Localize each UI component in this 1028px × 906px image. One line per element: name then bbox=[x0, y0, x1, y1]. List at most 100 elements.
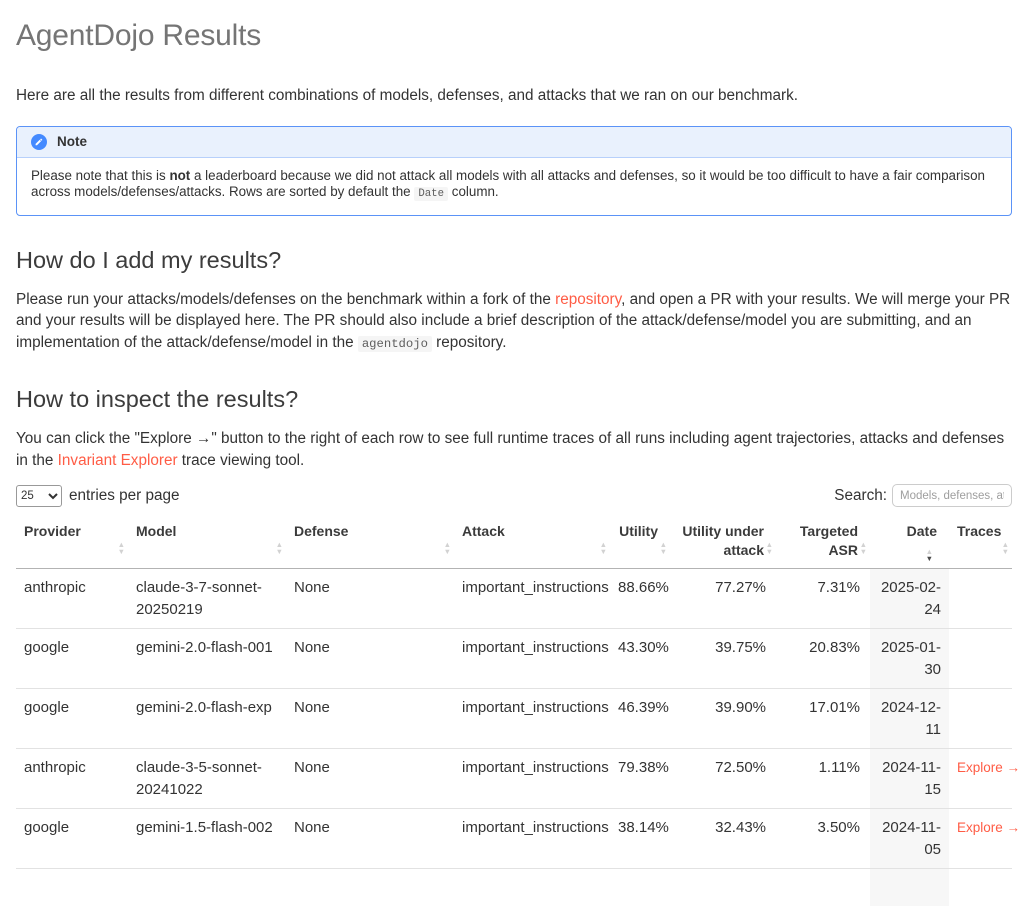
date-cell: 2025-02-24 bbox=[870, 568, 949, 629]
attack-cell: important_instructions bbox=[462, 579, 609, 596]
page-title: AgentDojo Results bbox=[16, 19, 262, 52]
explore-traces-link[interactable]: Explore → bbox=[957, 820, 1021, 835]
table-row: anthropic claude-3-7-sonnet-20250219 Non… bbox=[16, 568, 1012, 629]
sort-arrows-icon: ▲ ▼ bbox=[765, 540, 773, 556]
column-header-attack[interactable]: Attack ▲ ▼ bbox=[454, 514, 610, 569]
intro-paragraph: Here are all the results from different … bbox=[16, 87, 798, 104]
invariant-explorer-link[interactable]: Invariant Explorer bbox=[57, 451, 178, 469]
utility-cell: 88.66% bbox=[618, 579, 669, 596]
traces-cell bbox=[949, 569, 1012, 629]
utility-under-attack-cell: 72.50% bbox=[670, 748, 776, 809]
column-header-defense[interactable]: Defense ▲ ▼ bbox=[286, 514, 454, 569]
sort-arrows-icon: ▲ ▼ bbox=[275, 540, 283, 556]
utility-cell bbox=[610, 868, 670, 906]
provider-cell: google bbox=[16, 688, 128, 749]
column-header-targeted-asr[interactable]: Targeted ASR ▲ ▼ bbox=[776, 514, 870, 569]
add-results-heading: How do I add my results? bbox=[16, 246, 282, 273]
explore-traces-link[interactable]: Explore → bbox=[957, 760, 1021, 775]
utility-under-attack-cell: 32.43% bbox=[670, 808, 776, 869]
table-controls: 25 entries per page Search: bbox=[16, 484, 1012, 507]
search-controls: Search: bbox=[834, 484, 1012, 507]
utility-under-attack-cell: 39.75% bbox=[670, 628, 776, 689]
attack-cell: important_instructions bbox=[454, 748, 610, 809]
table-row: google gemini-2.0-flash-exp None importa… bbox=[16, 688, 1012, 749]
provider-cell: anthropic bbox=[16, 748, 128, 809]
targeted-asr-cell: 7.31% bbox=[817, 579, 860, 596]
targeted-asr-cell bbox=[776, 868, 870, 906]
defense-cell: None bbox=[286, 808, 454, 869]
utility-cell: 38.14% bbox=[610, 808, 670, 869]
search-label: Search: bbox=[834, 486, 887, 504]
utility-cell: 79.38% bbox=[610, 748, 670, 809]
attack-cell: important_instructions bbox=[454, 688, 610, 749]
column-label: Traces bbox=[957, 523, 1002, 539]
attack-cell: important_instructions bbox=[454, 808, 610, 869]
provider-cell: anthropic bbox=[24, 579, 86, 596]
utility-under-attack-cell: 39.90% bbox=[670, 688, 776, 749]
defense-cell: None bbox=[286, 748, 454, 809]
model-cell: claude-3-7-sonnet-20250219 bbox=[136, 579, 262, 618]
note-text-run: Please note that this is bbox=[31, 167, 170, 183]
table-row: anthropic claude-3-5-sonnet-20241022 Non… bbox=[16, 748, 1020, 809]
date-cell: 2025-01-30 bbox=[870, 628, 949, 689]
sort-arrows-icon: ▲ ▼ bbox=[1001, 540, 1009, 556]
column-header-provider[interactable]: Provider ▲ ▼ bbox=[16, 514, 128, 569]
column-label: Defense bbox=[294, 523, 349, 539]
targeted-asr-cell: 1.11% bbox=[776, 748, 870, 809]
column-label: Utility bbox=[619, 523, 658, 539]
targeted-asr-cell: 3.50% bbox=[776, 808, 870, 869]
model-cell: gemini-2.0-flash-exp bbox=[128, 688, 286, 749]
results-table: Provider ▲ ▼ Model ▲ ▼ Defense ▲ ▼ Attack ▲… bbox=[16, 514, 1020, 906]
inspect-results-paragraph: You can click the "Explore →" button to … bbox=[16, 428, 1012, 471]
column-label: Targeted ASR bbox=[799, 523, 858, 558]
defense-cell: None bbox=[286, 688, 454, 749]
sort-arrows-icon: ▲ ▼ bbox=[117, 540, 125, 556]
utility-cell: 46.39% bbox=[610, 688, 670, 749]
note-title-text: Note bbox=[57, 134, 87, 149]
targeted-asr-cell: 20.83% bbox=[776, 628, 870, 689]
traces-cell: Explore → bbox=[949, 808, 1020, 869]
column-label: Utility under attack bbox=[682, 523, 764, 558]
column-header-model[interactable]: Model ▲ ▼ bbox=[128, 514, 286, 569]
sort-arrows-icon: ▲ ▼ bbox=[443, 540, 451, 556]
date-cell bbox=[870, 868, 949, 906]
utility-under-attack-cell bbox=[670, 868, 776, 906]
column-label: Provider bbox=[24, 523, 81, 539]
note-bold-text: not bbox=[169, 167, 191, 183]
traces-cell bbox=[949, 868, 1012, 906]
column-header-date[interactable]: Date ▲ ▼ bbox=[870, 514, 949, 569]
text-run: You can click the "Explore →" button to … bbox=[16, 430, 1005, 469]
sort-desc-active-icon: ▲ ▼ bbox=[925, 547, 933, 563]
page-size-controls: 25 entries per page bbox=[16, 484, 180, 507]
model-cell bbox=[128, 868, 286, 906]
traces-cell bbox=[949, 688, 1012, 749]
repository-link[interactable]: repository bbox=[555, 290, 622, 308]
column-header-utility[interactable]: Utility ▲ ▼ bbox=[610, 514, 670, 569]
search-input[interactable] bbox=[892, 484, 1012, 507]
traces-cell: Explore → bbox=[949, 748, 1020, 809]
column-label: Attack bbox=[462, 523, 505, 539]
pencil-note-icon bbox=[31, 133, 47, 150]
model-cell: gemini-2.0-flash-001 bbox=[128, 628, 286, 689]
attack-cell bbox=[454, 868, 610, 906]
utility-under-attack-cell: 77.27% bbox=[715, 579, 766, 596]
column-header-utility-under-attack[interactable]: Utility under attack ▲ ▼ bbox=[670, 514, 776, 569]
note-text-run: a leaderboard because we did not attack … bbox=[31, 167, 986, 200]
date-cell: 2024-12-11 bbox=[870, 688, 949, 749]
column-header-traces[interactable]: Traces ▲ ▼ bbox=[949, 514, 1012, 569]
text-run: trace viewing tool. bbox=[177, 451, 305, 469]
table-row: google gemini-1.5-flash-002 None importa… bbox=[16, 808, 1020, 869]
provider-cell: google bbox=[16, 628, 128, 689]
note-admonition-body: Please note that this is not a leaderboa… bbox=[17, 158, 1011, 215]
date-cell: 2024-11-15 bbox=[870, 748, 949, 809]
table-row-partial bbox=[16, 868, 1012, 906]
date-code-span: Date bbox=[414, 187, 449, 201]
page-size-select[interactable]: 25 bbox=[16, 484, 62, 507]
traces-cell bbox=[949, 628, 1012, 689]
text-run: , and open a PR with your results. We wi… bbox=[16, 290, 1011, 351]
entries-per-page-label: entries per page bbox=[69, 486, 180, 504]
attack-cell: important_instructions bbox=[454, 628, 610, 689]
sort-arrows-icon: ▲ ▼ bbox=[659, 540, 667, 556]
defense-cell: None bbox=[294, 579, 330, 596]
inspect-results-heading: How to inspect the results? bbox=[16, 386, 299, 412]
